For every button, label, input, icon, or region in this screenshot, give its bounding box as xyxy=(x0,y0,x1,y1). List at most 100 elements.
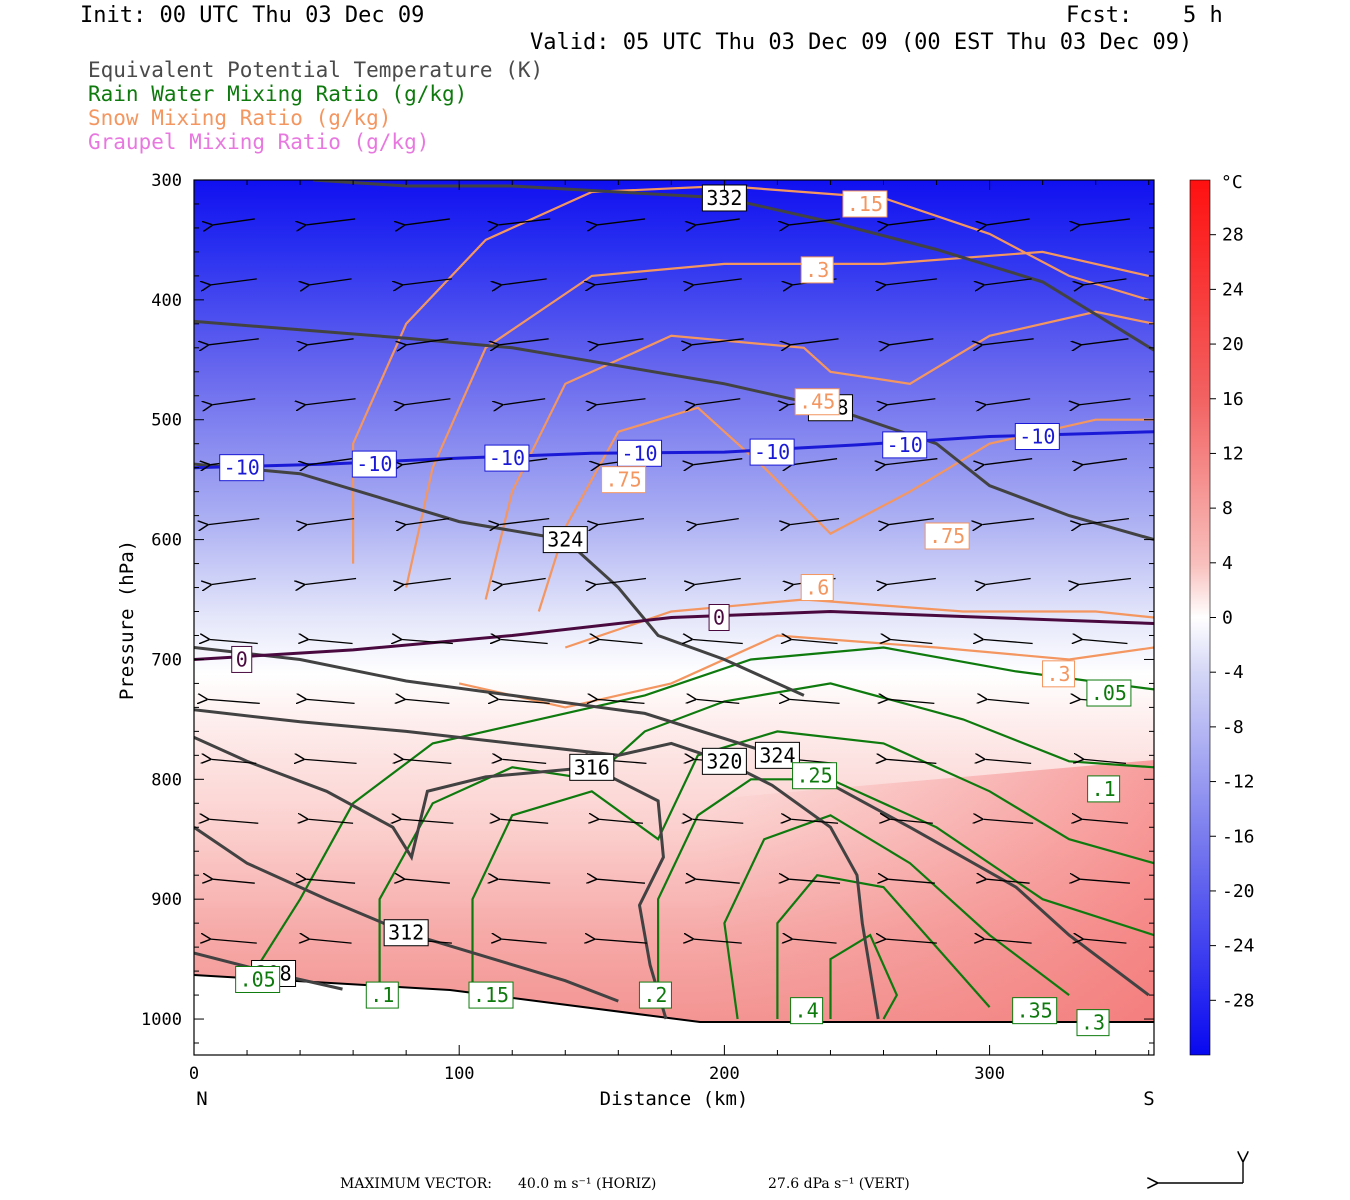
wind-vector xyxy=(599,819,644,823)
wind-vector xyxy=(987,879,1030,883)
colorbar-ticks: 28 24 20 16 12 8 4 0 -4 -8 -12 -16 -20 -24 -28 xyxy=(1210,225,1255,1011)
isotherm-label--10-1: -10 xyxy=(351,450,397,478)
wind-vector xyxy=(403,759,452,763)
wind-vector xyxy=(889,517,934,525)
wind-vector xyxy=(503,398,546,405)
isotherm-label--10-1-box xyxy=(351,450,397,478)
wind-vector xyxy=(597,699,645,703)
isotherm-label--10-4-box xyxy=(749,438,795,466)
colorbar-tick-label: -12 xyxy=(1222,772,1255,793)
wind-vector xyxy=(309,458,353,465)
wind-vector xyxy=(213,879,255,883)
wind-vector xyxy=(1083,939,1127,943)
snow-label-5: .75 xyxy=(924,522,970,550)
legend-rain: Rain Water Mixing Ratio (g/kg) xyxy=(88,82,468,106)
wind-vector xyxy=(208,699,260,703)
wind-vector xyxy=(210,639,258,643)
wind-vector xyxy=(1082,639,1128,643)
rain-label-5: .3 xyxy=(1076,1009,1110,1037)
snow-contours xyxy=(352,184,1154,709)
terrain-mask xyxy=(194,975,1154,1055)
wind-vector xyxy=(1079,577,1132,585)
rain-label-6-text: .35 xyxy=(1017,999,1053,1023)
wind-vector xyxy=(791,338,839,345)
colorbar-tick-label: 0 xyxy=(1222,608,1233,629)
axes: 300 400 500 600 700 800 900 1000 0 100 200 300 xyxy=(141,171,1154,1084)
theta-e-contour-316 xyxy=(194,736,668,1020)
wind-vector xyxy=(986,398,1031,405)
isotherm-label-0-0-text: 0 xyxy=(236,647,248,671)
rain-label-6: .35 xyxy=(1012,997,1058,1025)
isotherm-label--10-5-text: -10 xyxy=(887,433,923,457)
wind-vector xyxy=(595,278,648,285)
rain-contour-2 xyxy=(471,730,1154,1002)
legend-graupel: Graupel Mixing Ratio (g/kg) xyxy=(88,130,430,154)
snow-contour-2 xyxy=(484,310,1154,600)
valid-time: Valid: 05 UTC Thu 03 Dec 09 (00 EST Thu … xyxy=(530,30,1193,55)
snow-label-4-text: .75 xyxy=(606,468,642,492)
wind-vector xyxy=(985,759,1032,763)
theta-e-label-320-3: 320 xyxy=(701,747,747,775)
wind-vector xyxy=(401,819,454,823)
snow-label-6-text: .3 xyxy=(1046,662,1070,686)
wind-vectors xyxy=(208,218,1132,943)
isotherm-label--10-3-text: -10 xyxy=(621,441,657,465)
snow-label-6-box xyxy=(1042,660,1076,688)
isotherm-label--10-2-box xyxy=(484,444,530,472)
wind-vector xyxy=(595,939,648,943)
wind-vector xyxy=(502,278,547,285)
theta-e-label-324-5: 324 xyxy=(542,526,588,554)
rain-label-7-text: .4 xyxy=(795,999,819,1023)
colorbar-tick-label: -8 xyxy=(1222,717,1244,738)
wind-vector xyxy=(886,759,937,763)
wind-vector xyxy=(209,819,259,823)
wind-vector xyxy=(405,879,450,883)
theta-e-label-316-2-text: 316 xyxy=(574,755,610,779)
rain-contour-6 xyxy=(829,933,899,1020)
init-time: Init: 00 UTC Thu 03 Dec 09 xyxy=(80,3,425,28)
rain-label-7: .4 xyxy=(790,997,824,1025)
theta-e-label-324-5-box xyxy=(542,526,588,554)
wind-vector xyxy=(889,338,934,345)
rain-contour-5 xyxy=(776,874,991,1019)
wind-vector xyxy=(983,338,1034,345)
colorbar-tick-label: 16 xyxy=(1222,389,1244,410)
y-tick-label: 600 xyxy=(151,531,182,551)
snow-label-5-box xyxy=(924,522,970,550)
isotherm-label--10-0-text: -10 xyxy=(224,456,260,480)
theta-e-label-320-3-text: 320 xyxy=(706,749,742,773)
wind-vector xyxy=(693,639,743,643)
wind-vector xyxy=(598,517,645,525)
rain-label-8: .05 xyxy=(1086,679,1132,707)
wind-vector xyxy=(887,398,936,405)
rain-label-8-box xyxy=(1086,679,1132,707)
wind-vector xyxy=(212,577,256,585)
wind-vector xyxy=(306,398,356,405)
wind-vector xyxy=(500,819,549,823)
wind-vector xyxy=(599,639,643,643)
rain-label-3-box xyxy=(638,981,672,1009)
wind-vector xyxy=(789,218,841,225)
wind-vector xyxy=(789,879,841,883)
rain-contour-4 xyxy=(723,814,1070,1020)
isotherm-label-0-3: 0 xyxy=(708,604,730,631)
wind-vector xyxy=(404,398,451,405)
wind-vector xyxy=(984,458,1033,465)
colorbar-tick-label: 8 xyxy=(1222,498,1233,519)
wind-vector xyxy=(1083,278,1127,285)
theta-e-label-324-5-text: 324 xyxy=(547,528,583,552)
rain-label-0: .05 xyxy=(235,965,281,993)
wind-vector xyxy=(406,517,449,525)
rain-label-8-text: .05 xyxy=(1091,681,1127,705)
rain-label-5-box xyxy=(1076,1009,1110,1037)
isotherm-label-0-0-box xyxy=(231,645,253,673)
x-tick-label: 100 xyxy=(444,1064,475,1084)
colorbar xyxy=(1189,179,1211,1056)
x-axis-title: Distance (km) xyxy=(600,1088,749,1110)
snow-label-1-text: .3 xyxy=(805,258,829,282)
wind-vector xyxy=(597,879,646,883)
isotherm-label-0-3-text: 0 xyxy=(713,606,725,630)
wind-vector xyxy=(402,639,453,643)
warm-core-shading xyxy=(700,760,1154,1025)
rain-contours xyxy=(246,646,1154,1020)
